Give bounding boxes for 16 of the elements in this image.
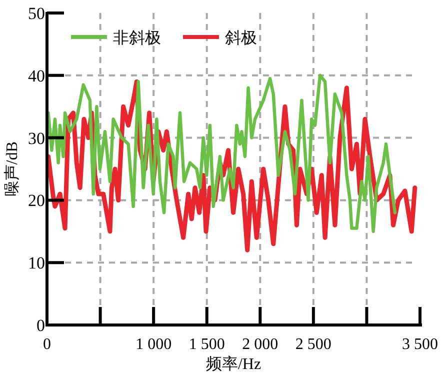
y-tick-label: 10 (28, 254, 45, 273)
x-axis-title: 频率/Hz (206, 355, 262, 373)
x-tick-label: 1 500 (188, 336, 225, 353)
line-series (46, 74, 397, 233)
y-tick-label: 20 (28, 191, 45, 210)
legend-label: 斜极 (225, 30, 257, 47)
y-tick-label: 0 (36, 316, 45, 335)
x-tick-label: 2 000 (242, 336, 278, 353)
legend-label: 非斜极 (113, 29, 161, 47)
x-tick-label: 3 500 (402, 336, 438, 353)
x-tick-label: 2 500 (295, 336, 332, 353)
y-axis-title: 噪声/dB (3, 141, 21, 197)
y-tick-label: 50 (28, 4, 45, 23)
y-tick-label: 40 (28, 66, 45, 86)
y-tick-label: 30 (28, 128, 45, 148)
x-tick-label: 1 000 (136, 336, 172, 353)
